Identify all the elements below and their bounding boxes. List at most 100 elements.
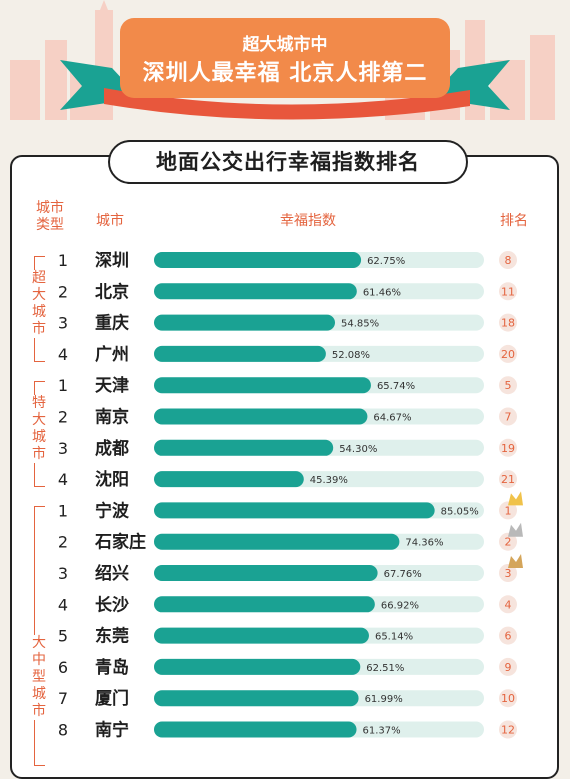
bar bbox=[154, 377, 371, 394]
city-name: 沈阳 bbox=[95, 469, 129, 490]
rank-number: 1 bbox=[505, 504, 512, 517]
city-name: 石家庄 bbox=[94, 532, 146, 553]
bar bbox=[154, 471, 304, 488]
chart-row: 6 青岛 62.51% 9 bbox=[58, 657, 517, 678]
headline-line-1: 超大城市中 bbox=[242, 35, 328, 55]
bar bbox=[154, 627, 369, 644]
header-city-type: 城市类型 bbox=[36, 200, 64, 233]
rank-badge bbox=[499, 376, 517, 395]
city-name: 长沙 bbox=[95, 594, 129, 615]
bar bbox=[154, 533, 400, 550]
rank-number: 21 bbox=[501, 473, 515, 486]
rank-number: 6 bbox=[505, 630, 512, 643]
data-label: 54.85% bbox=[341, 319, 379, 330]
city-name: 厦门 bbox=[95, 688, 129, 709]
group-sub-rank: 4 bbox=[58, 595, 68, 614]
group-sub-rank: 3 bbox=[58, 564, 68, 583]
group-sub-rank: 4 bbox=[58, 470, 68, 489]
data-label: 66.92% bbox=[381, 600, 419, 611]
chart-row: 2 石家庄 74.36% 2 bbox=[58, 522, 523, 553]
city-name: 南宁 bbox=[95, 720, 129, 741]
rank-badge bbox=[499, 626, 517, 645]
rank-badge bbox=[499, 689, 517, 708]
rank-badge bbox=[499, 564, 517, 582]
data-label: 65.74% bbox=[377, 381, 415, 392]
rank-number: 8 bbox=[505, 254, 512, 267]
chart-row: 3 重庆 54.85% 18 bbox=[58, 313, 517, 334]
group-sub-rank: 1 bbox=[58, 501, 68, 520]
city-name: 东莞 bbox=[95, 626, 129, 647]
rank-badge bbox=[499, 344, 517, 363]
bar bbox=[154, 502, 435, 519]
rank-badge bbox=[499, 657, 517, 676]
group-sub-rank: 1 bbox=[58, 376, 68, 395]
rank-badge bbox=[499, 501, 517, 520]
bar bbox=[154, 658, 361, 675]
bar bbox=[154, 439, 334, 456]
city-name: 绍兴 bbox=[95, 563, 129, 584]
rank-badge bbox=[499, 595, 517, 614]
rank-number: 4 bbox=[505, 598, 512, 611]
bar bbox=[154, 596, 375, 613]
rank-badge bbox=[499, 720, 517, 739]
bar bbox=[154, 252, 362, 268]
chart-row: 4 长沙 66.92% 4 bbox=[58, 594, 517, 615]
rank-badge bbox=[499, 438, 517, 457]
rank-number: 2 bbox=[505, 536, 512, 549]
rank-badge bbox=[499, 407, 517, 426]
bar bbox=[154, 690, 359, 707]
rank-number: 18 bbox=[501, 317, 515, 330]
bar bbox=[154, 565, 378, 581]
chart-row: 3 成都 54.30% 19 bbox=[58, 438, 517, 459]
group-sub-rank: 3 bbox=[58, 314, 68, 333]
group-sub-rank: 2 bbox=[58, 408, 68, 427]
rank-number: 11 bbox=[501, 285, 515, 298]
chart-row: 4 沈阳 45.39% 21 bbox=[58, 469, 517, 490]
rank-number: 12 bbox=[501, 724, 515, 737]
city-name: 青岛 bbox=[95, 657, 129, 678]
group-sub-rank: 2 bbox=[58, 282, 68, 301]
chart-row: 3 绍兴 67.76% 3 bbox=[58, 554, 523, 584]
rank-number: 19 bbox=[501, 442, 515, 455]
bronze-crown-icon bbox=[508, 554, 523, 568]
chart-row: 1 深圳 62.75% 8 bbox=[58, 250, 517, 271]
data-label: 64.67% bbox=[373, 413, 411, 424]
group-sub-rank: 3 bbox=[58, 439, 68, 458]
city-name: 北京 bbox=[95, 281, 129, 302]
group-sub-rank: 7 bbox=[58, 689, 68, 708]
chart-row: 8 南宁 61.37% 12 bbox=[58, 720, 517, 741]
data-label: 61.46% bbox=[363, 287, 401, 298]
data-label: 67.76% bbox=[384, 569, 422, 580]
rank-number: 20 bbox=[501, 348, 515, 361]
data-label: 85.05% bbox=[441, 506, 479, 517]
data-label: 74.36% bbox=[405, 538, 443, 549]
header-happiness-index: 幸福指数 bbox=[280, 213, 336, 229]
group-sub-rank: 1 bbox=[58, 251, 68, 270]
silver-crown-icon bbox=[508, 522, 523, 537]
chart-title: 地面公交出行幸福指数排名 bbox=[108, 140, 468, 184]
city-name: 广州 bbox=[95, 344, 129, 365]
bar bbox=[154, 345, 326, 362]
data-label: 52.08% bbox=[332, 350, 370, 361]
chart-row: 2 北京 61.46% 11 bbox=[58, 281, 517, 302]
group-label-megacity: 超大城市 bbox=[30, 270, 48, 338]
data-label: 45.39% bbox=[310, 475, 348, 486]
group-sub-rank: 5 bbox=[58, 627, 68, 646]
rank-badge bbox=[499, 282, 517, 301]
city-name: 成都 bbox=[95, 438, 129, 459]
group-label-supercity: 特大城市 bbox=[30, 395, 48, 463]
rank-badge bbox=[499, 470, 517, 489]
chart-row: 7 厦门 61.99% 10 bbox=[58, 688, 517, 709]
rank-number: 7 bbox=[505, 411, 512, 424]
data-label: 62.75% bbox=[367, 256, 405, 267]
city-name: 宁波 bbox=[95, 500, 130, 521]
happiness-bar-chart: 1 深圳 62.75% 82 北京 61.46% 113 重庆 54.85% 184 广州 52.08… bbox=[58, 250, 523, 741]
group-sub-rank: 4 bbox=[58, 345, 68, 364]
city-name: 深圳 bbox=[95, 250, 129, 271]
data-label: 54.30% bbox=[339, 444, 377, 455]
gold-crown-icon bbox=[508, 491, 523, 506]
rank-badge bbox=[499, 532, 517, 551]
group-sub-rank: 6 bbox=[58, 658, 68, 677]
city-name: 南京 bbox=[95, 407, 129, 428]
group-sub-rank: 8 bbox=[58, 721, 68, 740]
